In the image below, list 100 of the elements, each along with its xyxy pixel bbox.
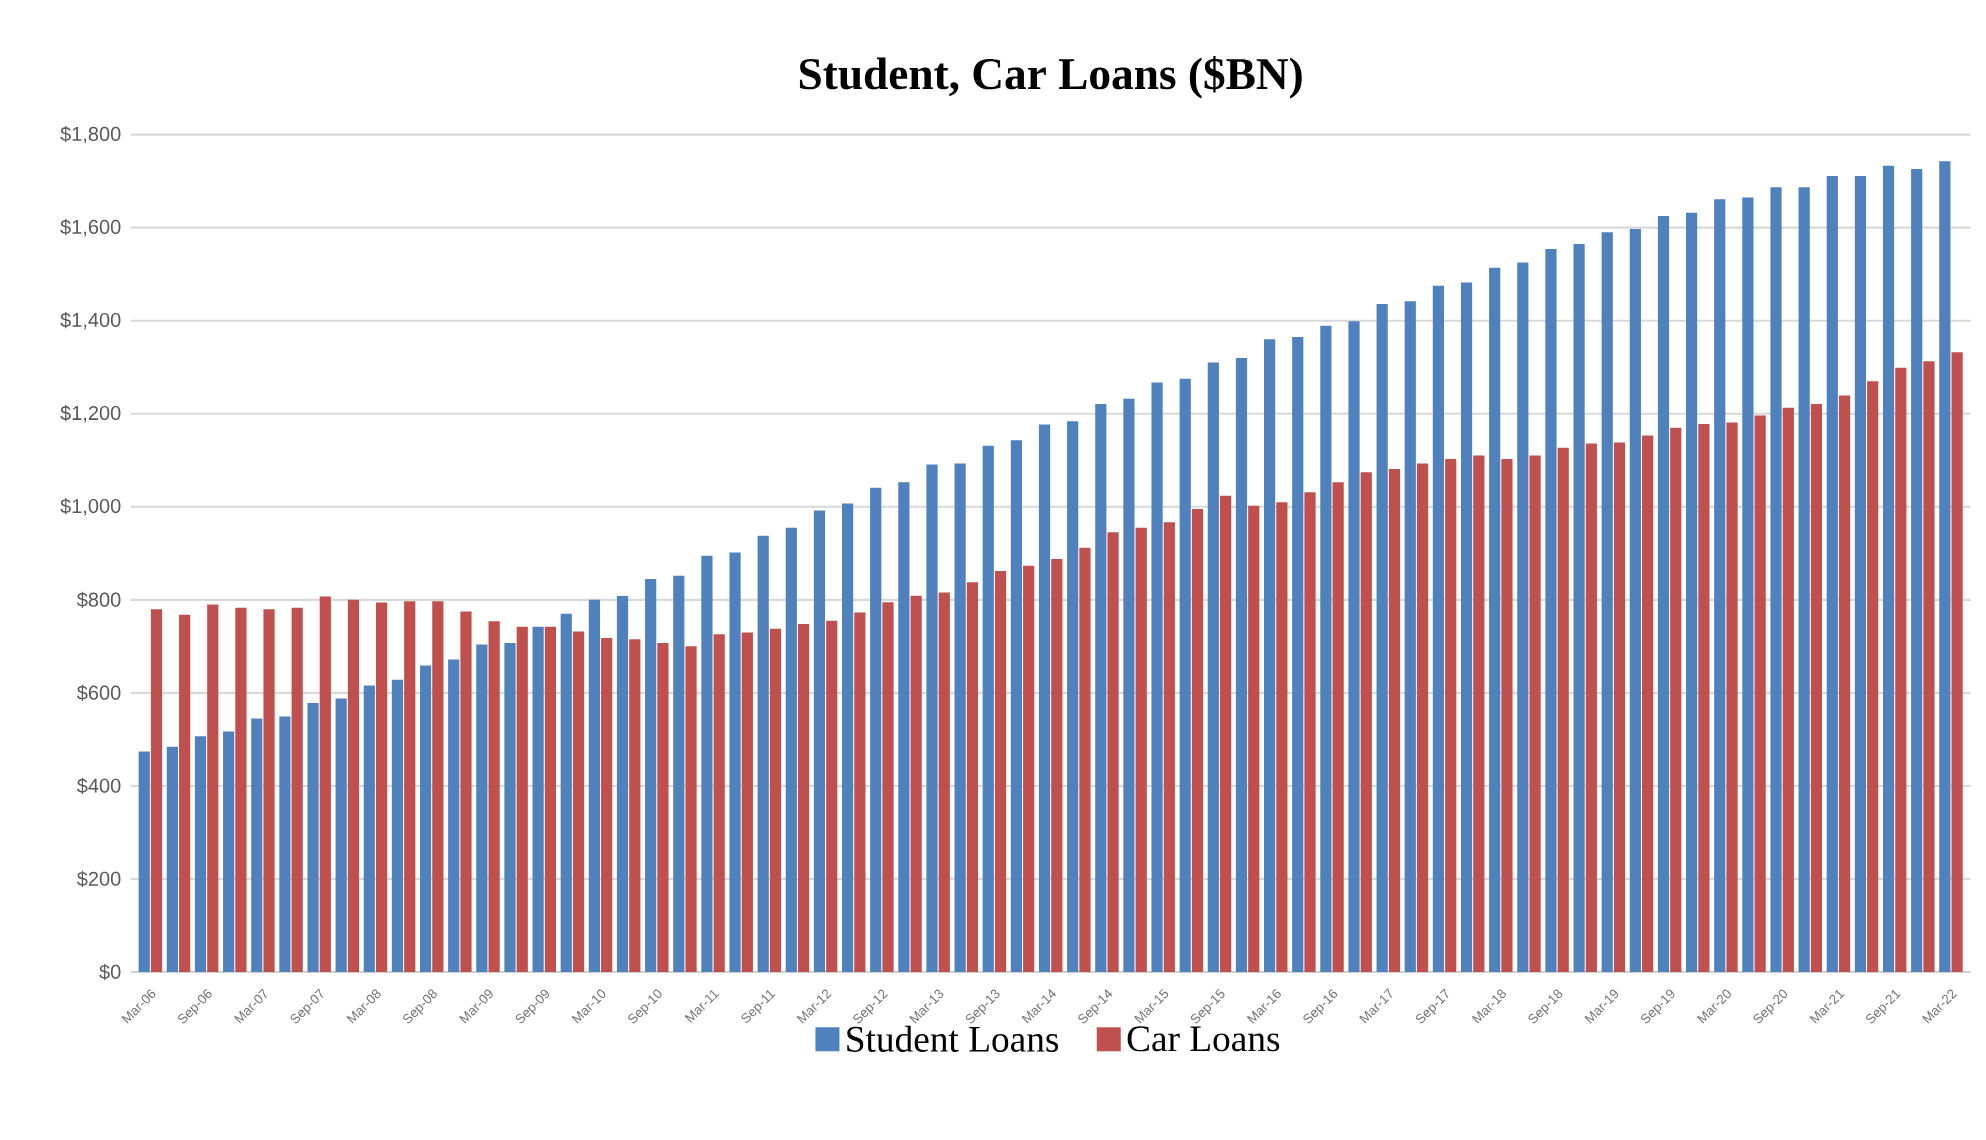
bar	[363, 685, 375, 972]
bar	[842, 503, 854, 972]
y-tick-label: $1,600	[60, 219, 121, 237]
bar	[375, 602, 388, 972]
bar	[179, 614, 191, 972]
bar	[854, 612, 866, 972]
bar	[898, 482, 910, 972]
bar	[1038, 424, 1051, 972]
bar	[1951, 352, 1963, 972]
bar	[1416, 463, 1429, 972]
bar	[347, 599, 360, 972]
bar	[1670, 427, 1682, 972]
bar	[1698, 423, 1710, 972]
bar	[319, 596, 331, 972]
bar	[1557, 447, 1569, 972]
y-tick-label: $1,400	[60, 312, 121, 330]
bar	[432, 601, 444, 972]
bar	[713, 634, 725, 972]
bar	[729, 552, 741, 972]
bar	[1867, 381, 1879, 972]
bar	[1489, 267, 1501, 972]
bar	[1601, 232, 1613, 972]
bar	[1642, 435, 1654, 972]
bar	[1360, 472, 1372, 972]
bar	[926, 464, 938, 972]
bar	[166, 746, 178, 972]
y-tick-label: $200	[76, 870, 121, 888]
y-tick-label: $0	[99, 963, 121, 981]
bar	[645, 578, 657, 972]
bar	[1826, 176, 1838, 972]
bar	[882, 602, 894, 972]
bar	[1388, 469, 1401, 972]
bar	[1770, 187, 1782, 972]
bar	[701, 555, 713, 972]
bar	[1545, 249, 1557, 972]
bar	[138, 751, 150, 972]
bar	[1657, 216, 1670, 972]
bar	[263, 609, 275, 972]
bar	[1376, 303, 1388, 972]
bar	[1079, 547, 1091, 972]
bar	[235, 607, 247, 972]
bar	[826, 620, 838, 972]
bar	[1163, 522, 1175, 972]
y-tick-label: $800	[76, 591, 121, 608]
bar	[1051, 558, 1063, 972]
bar	[785, 527, 797, 972]
bar	[1714, 199, 1726, 972]
bar	[448, 659, 460, 972]
bar	[1613, 442, 1626, 972]
bar	[1782, 407, 1794, 972]
bar	[1939, 161, 1951, 972]
bar	[685, 646, 697, 972]
bar	[544, 626, 556, 972]
bar	[1151, 382, 1163, 972]
bar	[194, 736, 207, 972]
bar	[741, 632, 753, 972]
bar	[769, 628, 782, 972]
bar	[1445, 458, 1457, 972]
y-tick-label: $400	[76, 777, 121, 794]
bar	[150, 609, 163, 972]
bar	[1348, 321, 1360, 972]
bar	[994, 570, 1007, 972]
bar	[813, 510, 826, 972]
bar	[1895, 367, 1907, 972]
bar	[954, 463, 966, 972]
bar	[1460, 282, 1473, 972]
bar	[1573, 243, 1585, 972]
bar	[673, 575, 685, 972]
legend-label: Car Loans	[1127, 1026, 1280, 1052]
bar	[629, 639, 641, 972]
y-tick-label: $600	[76, 684, 121, 701]
bar	[279, 716, 291, 972]
bar	[601, 637, 613, 972]
bar	[1585, 443, 1597, 972]
chart-title: Student, Car Loans ($BN)	[799, 56, 1302, 99]
bar	[910, 595, 922, 972]
bar	[1629, 229, 1641, 972]
bar	[1179, 378, 1191, 972]
bar	[1332, 482, 1344, 972]
bar	[1135, 527, 1147, 972]
bar	[1529, 455, 1541, 972]
bar	[982, 445, 994, 972]
bar	[391, 679, 404, 972]
bar	[1501, 458, 1513, 972]
bar	[419, 665, 432, 972]
bar	[476, 644, 488, 972]
bar	[1726, 422, 1738, 972]
bar	[291, 607, 303, 972]
bar	[1292, 337, 1304, 972]
bar	[657, 643, 669, 972]
bar	[307, 703, 319, 972]
bar	[1810, 403, 1823, 972]
bar	[572, 631, 585, 972]
bar	[1320, 325, 1332, 972]
bar	[1248, 505, 1260, 972]
bar	[532, 626, 544, 972]
y-tick-label: $1,800	[60, 125, 121, 144]
bar	[588, 599, 600, 972]
bar	[460, 611, 472, 972]
bar	[516, 626, 528, 972]
